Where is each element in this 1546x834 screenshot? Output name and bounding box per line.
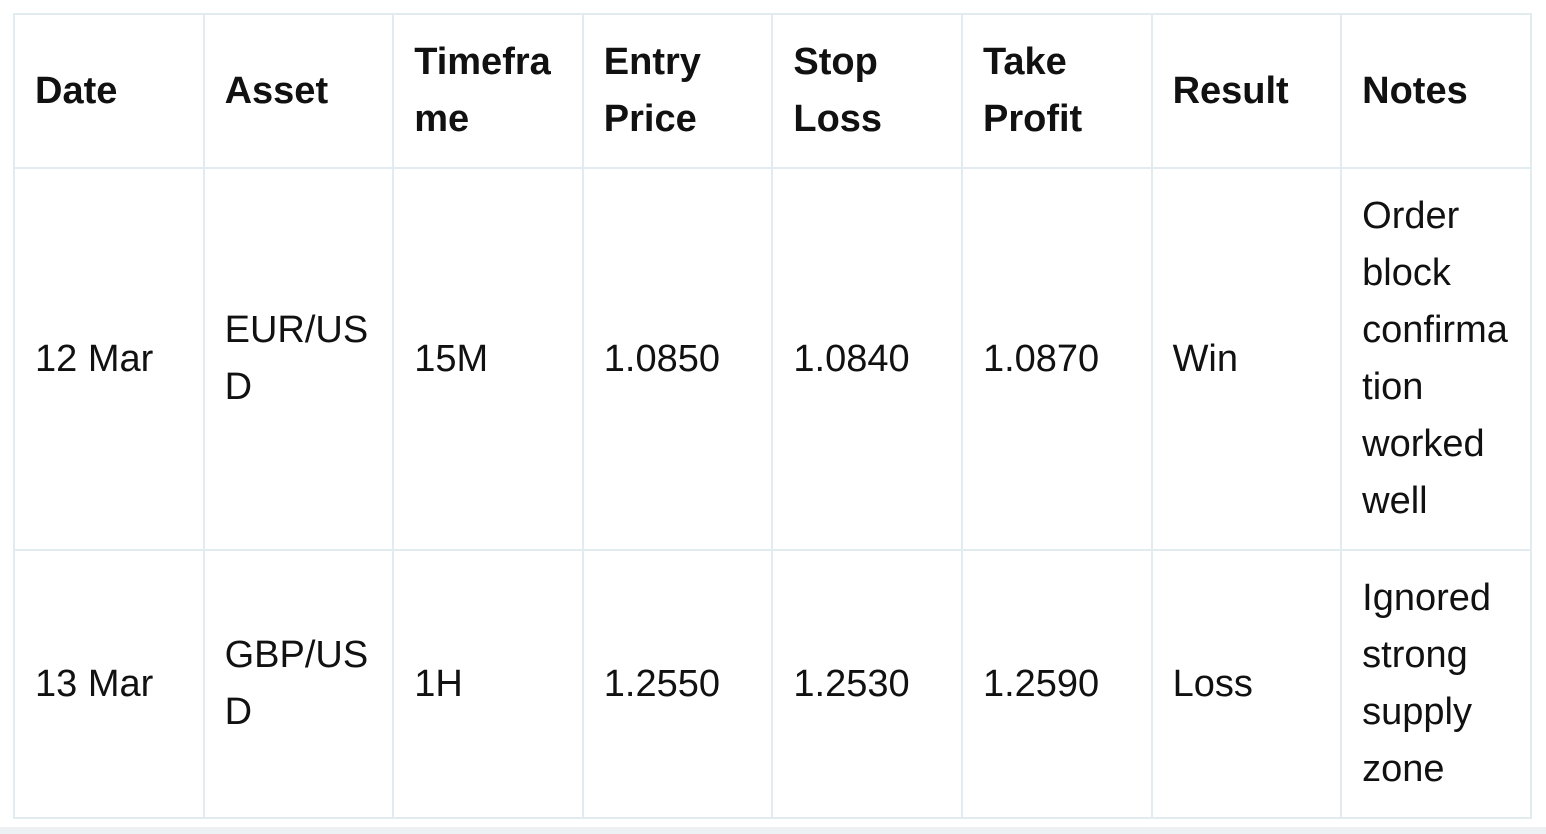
- cell-result: Win: [1150, 167, 1343, 551]
- cell-date: 13 Mar: [13, 549, 205, 819]
- table-header-row: Date Asset Timeframe Entry Price Stop Lo…: [13, 13, 1532, 169]
- cell-asset: GBP/USD: [202, 549, 395, 819]
- cell-timeframe: 15M: [392, 167, 584, 551]
- header-cell-notes: Notes: [1340, 13, 1532, 169]
- cell-stop-loss: 1.2530: [771, 549, 963, 819]
- cell-result: Loss: [1150, 549, 1343, 819]
- cell-notes: Order block confirmation worked well: [1340, 167, 1532, 551]
- cell-entry-price: 1.0850: [581, 167, 774, 551]
- header-cell-timeframe: Timeframe: [392, 13, 584, 169]
- cell-take-profit: 1.0870: [960, 167, 1153, 551]
- cell-timeframe: 1H: [392, 549, 584, 819]
- header-cell-entry-price: Entry Price: [581, 13, 774, 169]
- table-row: 13 Mar GBP/USD 1H 1.2550 1.2530 1.2590 L…: [13, 549, 1532, 819]
- header-cell-result: Result: [1150, 13, 1343, 169]
- cell-take-profit: 1.2590: [960, 549, 1153, 819]
- header-cell-asset: Asset: [202, 13, 395, 169]
- header-cell-stop-loss: Stop Loss: [771, 13, 963, 169]
- table-row: 12 Mar EUR/USD 15M 1.0850 1.0840 1.0870 …: [13, 167, 1532, 551]
- trading-journal-table: Date Asset Timeframe Entry Price Stop Lo…: [13, 13, 1532, 819]
- cell-entry-price: 1.2550: [581, 549, 774, 819]
- cell-stop-loss: 1.0840: [771, 167, 963, 551]
- cell-notes: Ignored strong supply zone: [1340, 549, 1532, 819]
- header-cell-date: Date: [13, 13, 205, 169]
- cell-asset: EUR/USD: [202, 167, 395, 551]
- next-block-partial-strip: [0, 827, 1546, 834]
- cell-date: 12 Mar: [13, 167, 205, 551]
- header-cell-take-profit: Take Profit: [960, 13, 1153, 169]
